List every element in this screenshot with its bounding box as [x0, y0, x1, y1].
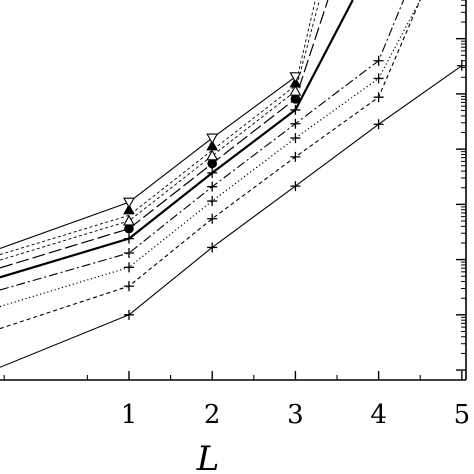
- plus-marker: [373, 119, 384, 130]
- series-line-7: [0, 0, 320, 261]
- tick-layer: 1 2 3 4 5: [3, 0, 471, 430]
- series-line-4: [0, 0, 405, 291]
- plus-marker: [373, 55, 384, 66]
- plus-marker: [290, 151, 301, 162]
- open-triangle-marker: [206, 149, 219, 161]
- plus-marker: [373, 92, 384, 103]
- marker-layer: [123, 72, 302, 234]
- series-line-3: [0, 0, 421, 308]
- plus-marker: [207, 213, 218, 224]
- x-tick-label: 2: [204, 400, 221, 430]
- plus-marker: [123, 281, 134, 292]
- open-triangle-down-marker: [289, 72, 302, 83]
- filled-triangle-marker: [206, 139, 219, 151]
- plus-marker: [290, 118, 301, 129]
- plus-marker: [207, 167, 218, 178]
- open-triangle-marker: [289, 85, 302, 96]
- open-triangle-down-marker: [206, 133, 219, 145]
- plus-marker: [123, 309, 134, 320]
- x-tick-label: 1: [121, 400, 138, 430]
- series-line-2: [0, 0, 421, 330]
- plus-marker: [290, 181, 301, 192]
- plus-marker: [290, 104, 301, 115]
- plus-marker: [123, 262, 134, 273]
- filled-circle-marker: [290, 94, 301, 104]
- plus-marker: [456, 60, 467, 71]
- filled-circle-marker: [207, 158, 217, 169]
- plus-marker: [207, 242, 218, 253]
- plot-frame: [0, 0, 467, 381]
- series-line-8: [0, 0, 316, 256]
- filled-circle-marker: [124, 223, 134, 234]
- plus-marker: [207, 196, 218, 207]
- series-layer: [0, 0, 467, 368]
- series-line-1: [0, 65, 463, 368]
- open-triangle-down-marker: [123, 197, 135, 209]
- x-tick-label: 4: [370, 400, 387, 430]
- series-line-9: [0, 76, 296, 250]
- plus-marker: [373, 73, 384, 84]
- plus-marker: [123, 247, 134, 258]
- plus-marker: [290, 133, 301, 144]
- plus-marker: [123, 233, 134, 244]
- x-axis-title: L: [196, 439, 220, 474]
- filled-triangle-marker: [123, 203, 135, 215]
- x-tick-label: 3: [287, 400, 304, 430]
- x-tick-label: 5: [454, 400, 471, 430]
- plus-marker: [207, 181, 218, 192]
- open-triangle-marker: [123, 214, 135, 226]
